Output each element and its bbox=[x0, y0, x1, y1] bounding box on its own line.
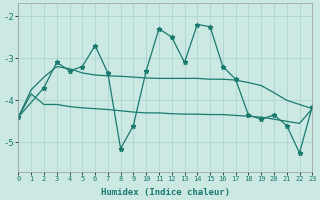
X-axis label: Humidex (Indice chaleur): Humidex (Indice chaleur) bbox=[101, 188, 230, 197]
